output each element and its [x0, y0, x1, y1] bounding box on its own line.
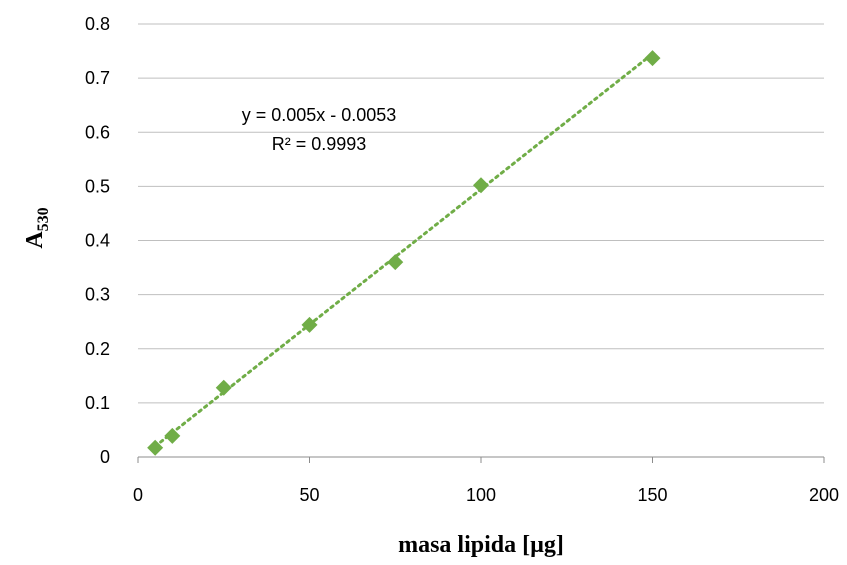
- x-tick-label: 50: [299, 485, 319, 505]
- y-tick-label: 0.7: [85, 68, 110, 88]
- y-tick-label: 0.8: [85, 14, 110, 34]
- svg-text:A530: A530: [22, 207, 52, 248]
- x-tick-label: 0: [133, 485, 143, 505]
- y-tick-label: 0.6: [85, 122, 110, 142]
- gridlines: [138, 23, 824, 404]
- x-axis-title: masa lipida [µg]: [398, 532, 564, 558]
- y-axis-title: A530: [22, 207, 52, 248]
- trendline-group: [153, 52, 654, 448]
- y-tick-label: 0: [100, 447, 110, 467]
- y-tick-labels: 0 0.1 0.2 0.3 0.4 0.5 0.6 0.7 0.8: [85, 14, 110, 467]
- y-tick-label: 0.5: [85, 176, 110, 196]
- data-point: [644, 50, 661, 67]
- y-tick-label: 0.1: [85, 393, 110, 413]
- y-axis-title-subscript: 530: [35, 207, 52, 231]
- x-tick-label: 150: [637, 485, 667, 505]
- data-point: [164, 427, 181, 444]
- data-point: [473, 177, 489, 194]
- x-tick-label: 100: [466, 485, 496, 505]
- x-tick-label: 200: [809, 485, 839, 505]
- data-points: [147, 50, 661, 456]
- y-tick-label: 0.4: [85, 231, 110, 251]
- data-point: [387, 254, 404, 271]
- trendline: [153, 52, 654, 448]
- y-axis-title-main: A: [22, 231, 48, 249]
- y-tick-label: 0.3: [85, 285, 110, 305]
- data-point: [215, 379, 232, 396]
- trendline-equation: y = 0.005x - 0.0053: [242, 105, 397, 125]
- data-point: [301, 316, 318, 333]
- axes: [137, 456, 825, 463]
- x-tick-labels: 0 50 100 150 200: [133, 485, 839, 505]
- y-tick-label: 0.2: [85, 339, 110, 359]
- trendline-r-squared: R² = 0.9993: [272, 134, 367, 154]
- data-point: [147, 439, 164, 456]
